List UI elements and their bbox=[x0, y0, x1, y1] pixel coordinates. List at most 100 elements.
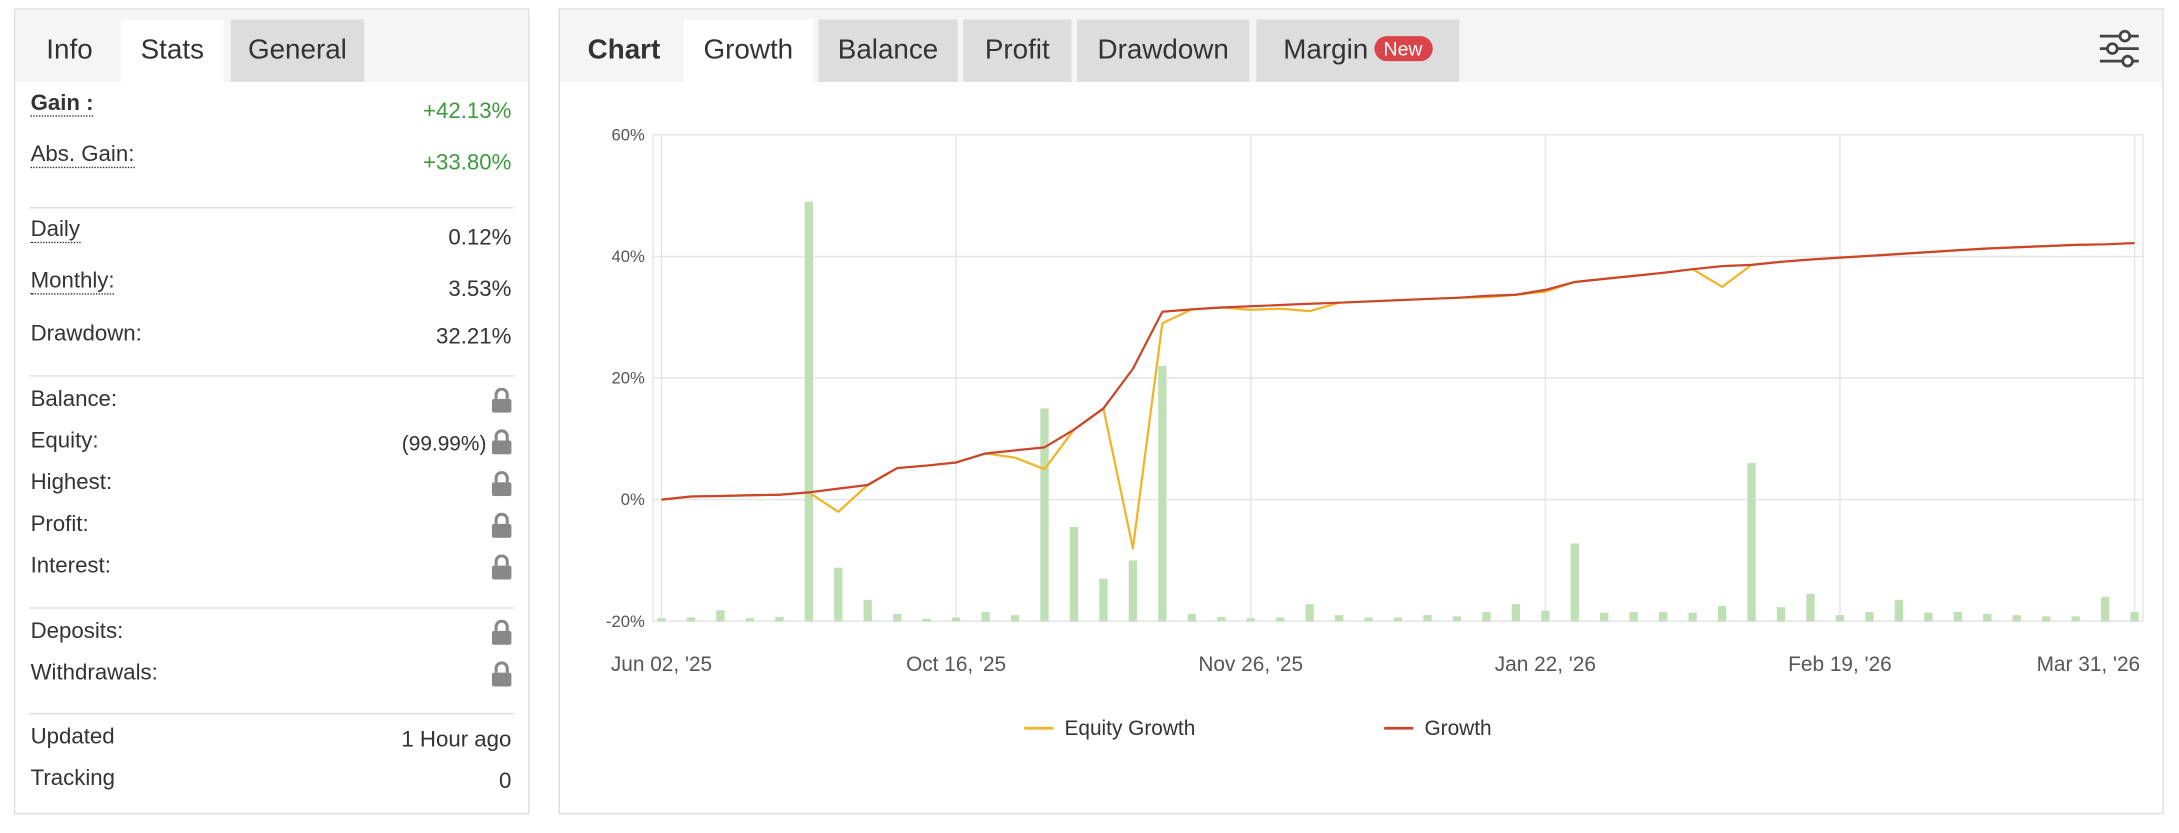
stat-label: Profit: bbox=[30, 512, 89, 537]
stat-label: Gain : bbox=[30, 91, 94, 117]
stat-value: +33.80% bbox=[423, 151, 512, 176]
bar bbox=[1040, 408, 1049, 622]
legend-label: Equity Growth bbox=[1065, 717, 1196, 740]
bar bbox=[1983, 613, 1992, 622]
bar bbox=[1894, 599, 1904, 622]
x-tick-label: Jun 02, '25 bbox=[611, 653, 712, 676]
bar bbox=[1364, 617, 1373, 622]
bar bbox=[745, 618, 755, 622]
line bbox=[661, 241, 2135, 501]
lock-icon bbox=[491, 512, 512, 538]
bar bbox=[1600, 612, 1609, 622]
stat-value: +42.13% bbox=[423, 100, 512, 124]
bar bbox=[834, 567, 843, 622]
bar bbox=[1806, 593, 1815, 622]
bar bbox=[1305, 604, 1314, 622]
bar bbox=[1217, 616, 1226, 622]
bar bbox=[1099, 578, 1108, 622]
bar bbox=[1924, 612, 1933, 622]
bar bbox=[1276, 617, 1285, 622]
bar bbox=[1629, 612, 1638, 622]
tab[interactable]: Profit bbox=[963, 19, 1072, 82]
bar bbox=[1511, 604, 1521, 622]
tab-label: Margin bbox=[1283, 34, 1369, 66]
stat-label: Tracking bbox=[30, 767, 116, 791]
bar bbox=[1835, 615, 1845, 622]
bar bbox=[1010, 615, 1020, 622]
tab[interactable]: Info bbox=[46, 34, 93, 66]
bar bbox=[1570, 543, 1579, 622]
tab[interactable]: Margin New bbox=[1256, 19, 1460, 82]
tab[interactable]: Growth bbox=[683, 19, 813, 82]
bar bbox=[893, 613, 902, 622]
stat-label: Equity: bbox=[30, 429, 99, 454]
y-tick-label: 20% bbox=[611, 369, 645, 388]
bar bbox=[2012, 615, 2021, 622]
stat-value: 0 bbox=[499, 769, 512, 794]
bar bbox=[2071, 616, 2080, 622]
lock-icon bbox=[491, 387, 512, 413]
bar bbox=[1069, 526, 1079, 622]
lock-icon bbox=[491, 554, 512, 580]
bar bbox=[1393, 617, 1403, 622]
bar bbox=[1423, 615, 1432, 622]
bar bbox=[1246, 618, 1255, 622]
settings-icon[interactable] bbox=[2097, 28, 2141, 70]
lock-icon bbox=[491, 619, 512, 645]
bar bbox=[1953, 612, 1962, 622]
bar bbox=[1482, 612, 1491, 622]
separator bbox=[29, 712, 515, 715]
x-tick-label: Mar 31, '26 bbox=[2037, 653, 2141, 676]
bar bbox=[657, 618, 666, 622]
tab[interactable]: Chart bbox=[587, 34, 661, 66]
bar bbox=[1659, 612, 1668, 622]
badge: New bbox=[1373, 36, 1433, 62]
tab[interactable]: Balance bbox=[818, 19, 958, 82]
x-tick-label: Feb 19, '26 bbox=[1788, 653, 1892, 676]
tab[interactable]: Stats bbox=[120, 19, 224, 82]
bar bbox=[1158, 365, 1167, 622]
bar bbox=[1187, 613, 1196, 622]
stat-value: (99.99%) bbox=[401, 432, 487, 456]
stat-label: Drawdown: bbox=[30, 322, 142, 347]
bar bbox=[1776, 607, 1786, 622]
bar bbox=[981, 612, 990, 622]
tab[interactable]: General bbox=[230, 19, 365, 82]
x-tick-label: Jan 22, '26 bbox=[1495, 653, 1596, 676]
bar bbox=[1717, 605, 1727, 622]
y-tick-label: 0% bbox=[621, 490, 645, 509]
stat-value: 32.21% bbox=[435, 325, 512, 349]
x-tick-label: Oct 16, '25 bbox=[906, 653, 1006, 676]
stat-value: 0.12% bbox=[448, 226, 512, 251]
lock-icon bbox=[491, 471, 512, 497]
tab[interactable]: Drawdown bbox=[1077, 19, 1250, 82]
bar bbox=[1128, 560, 1138, 622]
chart-tabs: Chart Growth Balance Profit Drawdown Margin Ne… bbox=[560, 9, 2163, 82]
stat-value: 3.53% bbox=[448, 277, 512, 302]
bar bbox=[951, 617, 961, 622]
bar bbox=[716, 610, 725, 622]
stat-label: Interest: bbox=[30, 554, 111, 579]
legend-label: Growth bbox=[1424, 717, 1491, 740]
stat-label: Balance: bbox=[30, 387, 118, 412]
bar bbox=[1688, 612, 1697, 622]
bar bbox=[775, 616, 784, 622]
stat-label: Daily bbox=[30, 218, 80, 244]
stat-label: Updated bbox=[30, 725, 115, 750]
bar bbox=[1334, 615, 1344, 622]
y-tick-label: 40% bbox=[611, 247, 645, 266]
x-tick-label: Nov 26, '25 bbox=[1198, 653, 1303, 676]
y-tick-label: -20% bbox=[606, 612, 645, 631]
stat-value: 1 Hour ago bbox=[401, 728, 512, 752]
bar bbox=[1865, 612, 1874, 622]
lock-icon bbox=[491, 429, 512, 455]
separator bbox=[29, 375, 515, 377]
stat-label: Highest: bbox=[30, 471, 113, 495]
bar bbox=[804, 201, 813, 622]
lock-icon bbox=[491, 661, 512, 687]
bar bbox=[2130, 612, 2139, 622]
bar bbox=[922, 618, 931, 622]
stat-label: Deposits: bbox=[30, 619, 124, 644]
line bbox=[661, 241, 2135, 550]
stats-panel: Info Stats General Gain : +42.13% Abs. Gain:… bbox=[13, 8, 530, 815]
